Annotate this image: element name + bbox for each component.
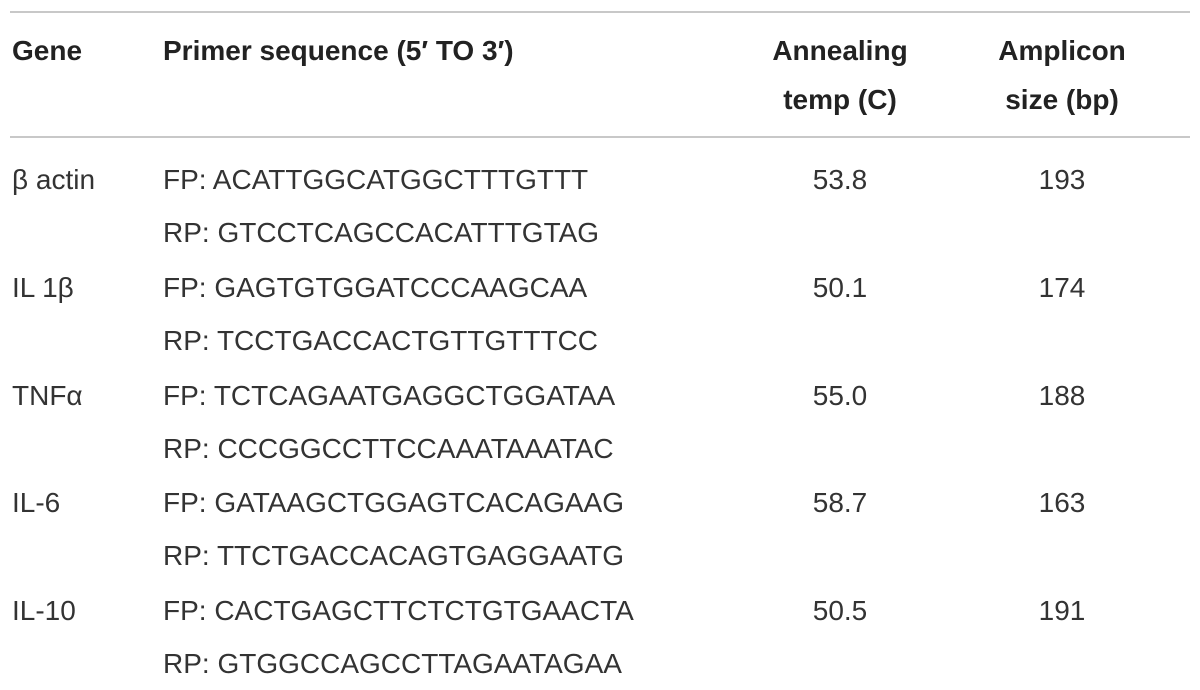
header-cell: size (bp) — [1005, 84, 1119, 115]
header-rule — [10, 136, 1190, 138]
forward-primer: FP: GAGTGTGGATCCCAAGCAA — [163, 271, 588, 303]
amplicon-size: 188 — [1038, 379, 1086, 411]
top-rule — [10, 11, 1190, 13]
reverse-primer: RP: GTGGCCAGCCTTAGAATAGAA — [163, 648, 622, 680]
annealing-temp: 50.5 — [812, 595, 868, 627]
forward-primer: FP: CACTGAGCTTCTCTGTGAACTA — [163, 595, 634, 627]
gene-name: IL-6 — [12, 487, 61, 519]
annealing-temp: 55.0 — [812, 379, 868, 411]
gene-name: IL 1β — [12, 271, 74, 303]
reverse-primer: RP: TTCTGACCACAGTGAGGAATG — [163, 540, 625, 572]
annealing-temp: 53.8 — [812, 164, 868, 195]
header-cell: Amplicon — [998, 35, 1126, 66]
header-cell: temp (C) — [783, 84, 897, 115]
header-cell: Annealing — [772, 35, 908, 66]
reverse-primer: RP: GTCCTCAGCCACATTTGTAG — [163, 217, 600, 248]
gene-name: TNFα — [12, 379, 83, 411]
gene-name: IL-10 — [12, 595, 76, 627]
annealing-temp: 58.7 — [812, 487, 868, 519]
reverse-primer: RP: CCCGGCCTTCCAAATAAATAC — [163, 432, 614, 464]
forward-primer: FP: TCTCAGAATGAGGCTGGATAA — [163, 379, 616, 411]
header-cell: Primer sequence (5′ TO 3′) — [163, 35, 514, 66]
amplicon-size: 193 — [1038, 164, 1086, 195]
amplicon-size: 163 — [1038, 487, 1086, 519]
amplicon-size: 174 — [1038, 271, 1086, 303]
annealing-temp: 50.1 — [812, 271, 868, 303]
forward-primer: FP: ACATTGGCATGGCTTTGTTT — [163, 164, 589, 195]
gene-name: β actin — [12, 164, 96, 195]
amplicon-size: 191 — [1038, 595, 1086, 627]
header-cell: Gene — [12, 35, 83, 66]
reverse-primer: RP: TCCTGACCACTGTTGTTTCC — [163, 324, 599, 356]
forward-primer: FP: GATAAGCTGGAGTCACAGAAG — [163, 487, 625, 519]
